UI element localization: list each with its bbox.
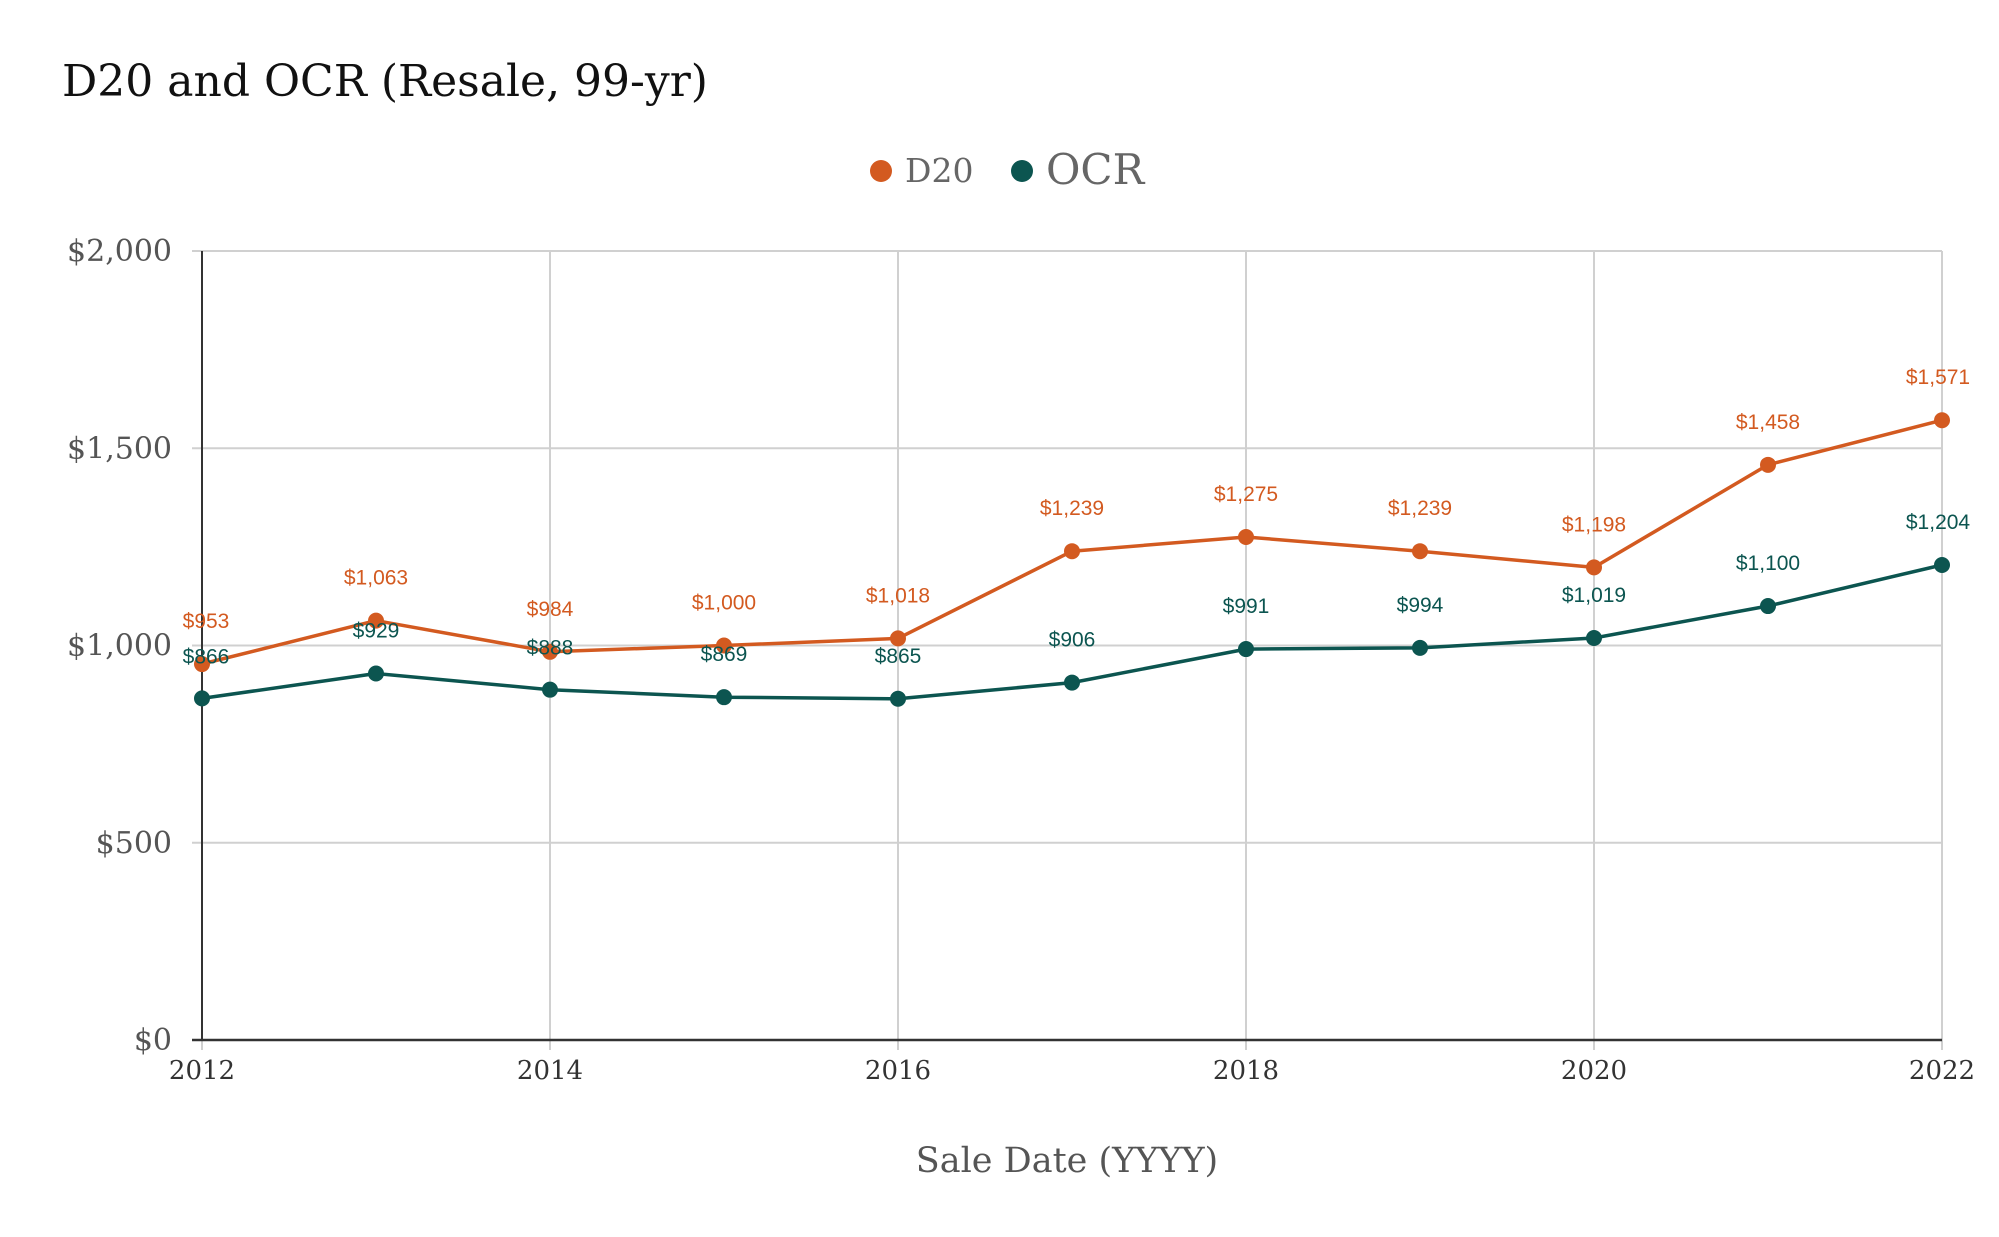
data-point-ocr[interactable] (1238, 641, 1254, 658)
data-point-ocr[interactable] (1586, 630, 1602, 647)
data-point-ocr[interactable] (890, 690, 906, 707)
data-label-d20: $1,018 (866, 584, 930, 607)
data-label-ocr: $866 (183, 645, 230, 668)
y-tick-label: $1,500 (67, 431, 172, 466)
plot-area: $953 $1,063 $984 $1,000 $1,018 $1,239 $1,275 $1… (183, 366, 1971, 707)
legend-marker-ocr (1011, 160, 1033, 182)
data-label-ocr: $1,019 (1562, 584, 1626, 607)
data-point-d20[interactable] (1586, 559, 1602, 576)
legend-marker-d20 (870, 160, 892, 182)
y-tick-label: $2,000 (67, 234, 172, 269)
data-label-d20: $1,458 (1736, 411, 1800, 434)
data-point-ocr[interactable] (368, 665, 384, 682)
data-point-ocr[interactable] (716, 689, 732, 706)
data-point-d20[interactable] (1238, 529, 1254, 546)
data-label-d20: $1,198 (1562, 513, 1626, 536)
x-tick-label: 2012 (169, 1056, 235, 1086)
data-label-d20: $1,275 (1214, 483, 1278, 506)
data-point-ocr[interactable] (542, 681, 558, 698)
x-tick-label: 2016 (865, 1056, 931, 1086)
data-point-d20[interactable] (1760, 456, 1776, 473)
data-point-ocr[interactable] (194, 690, 210, 707)
data-label-ocr: $869 (701, 643, 748, 666)
x-tick-label: 2018 (1213, 1056, 1279, 1086)
data-point-d20[interactable] (890, 630, 906, 647)
data-label-d20: $1,571 (1906, 366, 1970, 389)
data-label-d20: $1,063 (344, 567, 408, 590)
data-point-d20[interactable] (542, 643, 558, 660)
x-axis-title: Sale Date (YYYY) (916, 1141, 1218, 1181)
axes (192, 251, 1942, 1042)
data-label-ocr: $994 (1397, 594, 1444, 617)
x-tick-label: 2014 (517, 1056, 583, 1086)
legend-label-ocr[interactable]: OCR (1046, 145, 1146, 194)
data-point-d20[interactable] (1412, 543, 1428, 560)
x-tick-label: 2022 (1909, 1056, 1975, 1086)
data-point-ocr[interactable] (1934, 557, 1950, 574)
data-label-ocr: $991 (1223, 595, 1270, 618)
data-point-d20[interactable] (1064, 543, 1080, 560)
y-axis-ticks: $0 $500 $1,000 $1,500 $2,000 (67, 234, 172, 1058)
y-tick-label: $500 (96, 826, 172, 861)
chart-title: D20 and OCR (Resale, 99-yr) (62, 56, 708, 107)
data-label-d20: $1,239 (1040, 497, 1104, 520)
legend-label-d20[interactable]: D20 (905, 151, 973, 190)
data-point-d20[interactable] (716, 637, 732, 654)
x-tick-label: 2020 (1561, 1056, 1627, 1086)
data-label-ocr: $1,100 (1736, 552, 1800, 575)
data-label-ocr: $906 (1049, 629, 1096, 652)
x-axis-ticks: 2012 2014 2016 2018 2020 2022 (169, 1056, 1975, 1086)
data-point-ocr[interactable] (1064, 674, 1080, 691)
data-label-d20: $953 (183, 610, 230, 633)
data-point-d20[interactable] (1934, 412, 1950, 429)
data-label-ocr: $1,204 (1906, 511, 1971, 534)
data-label-ocr: $888 (527, 637, 574, 660)
y-tick-label: $0 (134, 1023, 172, 1058)
data-point-ocr[interactable] (1760, 598, 1776, 615)
data-label-d20: $1,239 (1388, 497, 1452, 520)
y-tick-label: $1,000 (67, 629, 172, 664)
data-label-ocr: $929 (353, 620, 400, 643)
data-point-d20[interactable] (194, 656, 210, 673)
data-label-d20: $984 (527, 598, 574, 621)
legend: D20 OCR (870, 145, 1146, 194)
data-label-d20: $1,000 (692, 592, 756, 615)
series-line-d20 (201, 418, 1943, 666)
data-point-ocr[interactable] (1412, 639, 1428, 656)
data-point-d20[interactable] (368, 612, 384, 629)
data-label-ocr: $865 (875, 645, 922, 668)
